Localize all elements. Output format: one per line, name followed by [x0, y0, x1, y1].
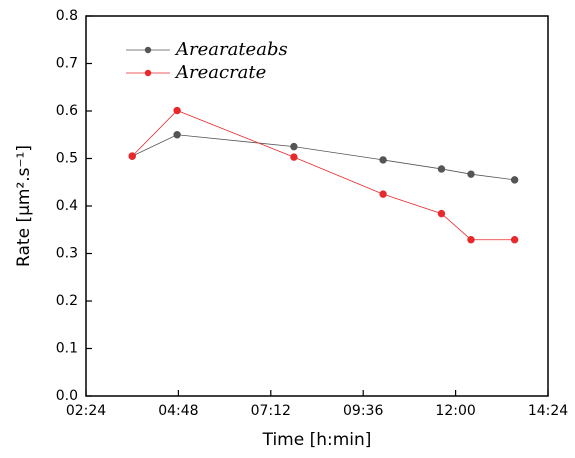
point — [173, 106, 181, 115]
y-tick-label: 0.6 — [56, 103, 78, 119]
point — [467, 236, 475, 244]
legend-marker — [144, 46, 152, 54]
y-tick-label: 0.4 — [56, 198, 78, 214]
point — [510, 176, 519, 184]
point — [173, 131, 181, 139]
y-tick-label: 0.0 — [56, 388, 78, 404]
y-tick-label: 0.1 — [56, 341, 78, 357]
point — [379, 190, 387, 198]
x-tick-label: 07:12 — [251, 403, 291, 419]
legend-label: Areacrate — [174, 62, 266, 83]
y-axis-title: Rate [µm².s⁻¹] — [14, 145, 34, 267]
point — [437, 209, 446, 218]
point — [290, 142, 298, 151]
series-line — [132, 134, 515, 181]
x-tick-label: 12:00 — [435, 403, 475, 419]
y-tick-label: 0.7 — [56, 56, 78, 72]
point — [379, 156, 387, 164]
point — [290, 153, 298, 161]
x-tick-label: 14:24 — [528, 403, 568, 419]
x-tick-label: 04:48 — [158, 403, 198, 419]
y-tick-label: 0.2 — [56, 293, 78, 309]
point — [510, 236, 519, 244]
y-tick-label: 0.5 — [56, 151, 78, 167]
x-tick-label: 02:24 — [66, 403, 106, 419]
y-tick-label: 0.3 — [56, 246, 78, 262]
x-axis-title: Time [h:min] — [262, 430, 372, 450]
y-tick-label: 0.8 — [56, 8, 78, 24]
point — [467, 170, 475, 178]
point — [437, 165, 446, 173]
series-line — [131, 110, 515, 241]
x-tick-label: 09:36 — [343, 403, 383, 419]
legend-label: Arearateabs — [174, 39, 288, 60]
point — [128, 152, 136, 160]
legend-marker — [144, 69, 152, 77]
